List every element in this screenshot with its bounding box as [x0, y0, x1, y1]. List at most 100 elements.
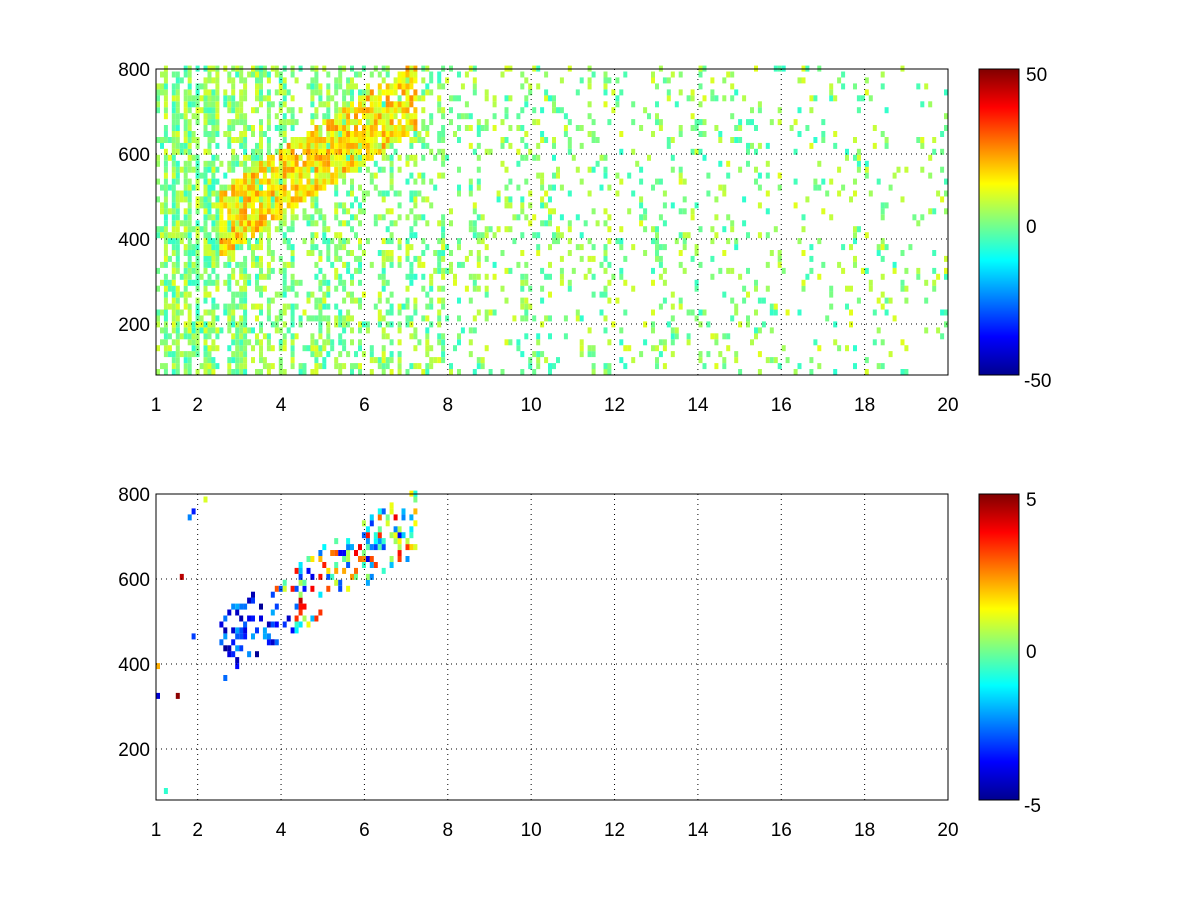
heatmap-cell: [187, 244, 192, 251]
heatmap-cell: [171, 172, 176, 179]
heatmap-cell: [413, 520, 418, 527]
heatmap-cell: [239, 142, 244, 149]
heatmap-cell: [405, 303, 410, 310]
heatmap-cell: [278, 327, 283, 334]
heatmap-cell: [603, 77, 608, 84]
heatmap-cell: [417, 190, 422, 197]
heatmap-cell: [342, 137, 347, 143]
heatmap-cell: [417, 131, 422, 137]
heatmap-cell: [262, 214, 267, 221]
heatmap-cell: [282, 137, 287, 143]
heatmap-cell: [476, 273, 481, 280]
heatmap-cell: [235, 226, 240, 233]
heatmap-cell: [655, 244, 659, 251]
heatmap-cell: [270, 621, 275, 628]
heatmap-cell: [385, 250, 390, 256]
heatmap-cell: [227, 321, 232, 328]
heatmap-cell: [397, 303, 402, 310]
heatmap-cell: [358, 142, 362, 149]
heatmap-cell: [160, 142, 164, 149]
heatmap-cell: [856, 148, 861, 155]
heatmap-cell: [211, 166, 216, 173]
heatmap-cell: [401, 125, 406, 131]
heatmap-cell: [587, 113, 592, 120]
heatmap-cell: [334, 214, 339, 221]
heatmap-cell: [231, 101, 236, 108]
heatmap-cell: [544, 89, 549, 96]
heatmap-cell: [171, 339, 176, 346]
heatmap-cell: [746, 291, 750, 298]
heatmap-cell: [247, 71, 252, 78]
heatmap-cell: [215, 226, 220, 233]
heatmap-cell: [274, 172, 279, 179]
heatmap-cell: [338, 550, 343, 556]
heatmap-cell: [350, 131, 354, 137]
heatmap-cell: [809, 267, 814, 274]
heatmap-cell: [179, 196, 184, 203]
heatmap-cell: [571, 154, 576, 161]
heatmap-cell: [187, 202, 192, 209]
heatmap-cell: [223, 309, 228, 316]
heatmap-cell: [255, 154, 259, 161]
heatmap-cell: [381, 273, 386, 280]
heatmap-cell: [365, 131, 370, 137]
heatmap-cell: [809, 357, 814, 364]
heatmap-cell: [259, 190, 263, 197]
heatmap-cell: [441, 232, 446, 239]
heatmap-cell: [492, 309, 497, 316]
heatmap-cell: [441, 285, 446, 292]
heatmap-cell: [358, 345, 362, 352]
heatmap-cell: [286, 261, 291, 268]
heatmap-cell: [282, 131, 287, 137]
heatmap-cell: [215, 333, 220, 340]
heatmap-cell: [318, 178, 323, 185]
heatmap-cell: [876, 244, 881, 251]
heatmap-cell: [476, 131, 481, 137]
bottom-plot-frame: [155, 493, 949, 801]
heatmap-cell: [163, 125, 168, 131]
heatmap-cell: [484, 315, 489, 322]
heatmap-cell: [175, 71, 180, 78]
heatmap-cell: [361, 101, 366, 108]
heatmap-cell: [183, 267, 188, 274]
heatmap-cell: [310, 585, 315, 592]
heatmap-cell: [627, 208, 632, 215]
heatmap-cell: [504, 166, 509, 173]
heatmap-cell: [409, 101, 414, 108]
heatmap-cell: [540, 137, 545, 143]
heatmap-cell: [294, 567, 299, 574]
heatmap-cell: [559, 267, 564, 274]
heatmap-cell: [453, 345, 457, 352]
heatmap-cell: [163, 351, 168, 358]
heatmap-cell: [346, 101, 351, 108]
heatmap-cell: [334, 244, 339, 251]
heatmap-cell: [207, 363, 212, 370]
heatmap-cell: [457, 190, 461, 197]
heatmap-cell: [413, 214, 418, 221]
heatmap-cell: [365, 83, 370, 90]
heatmap-cell: [314, 303, 319, 310]
heatmap-cell: [207, 273, 212, 280]
heatmap-cell: [718, 351, 723, 358]
heatmap-cell: [381, 238, 386, 245]
heatmap-cell: [183, 303, 188, 310]
heatmap-cell: [195, 327, 200, 334]
heatmap-cell: [183, 190, 188, 197]
heatmap-cell: [354, 71, 358, 78]
heatmap-cell: [175, 89, 180, 96]
heatmap-cell: [338, 585, 343, 592]
heatmap-cell: [179, 238, 184, 245]
heatmap-cell: [864, 172, 869, 179]
heatmap-cell: [880, 339, 885, 346]
heatmap-cell: [476, 357, 481, 364]
heatmap-cell: [350, 154, 354, 161]
heatmap-cell: [338, 71, 343, 78]
heatmap-cell: [239, 291, 244, 298]
heatmap-cell: [251, 615, 255, 622]
heatmap-cell: [785, 309, 790, 316]
heatmap-cell: [904, 267, 909, 274]
heatmap-cell: [361, 113, 366, 120]
heatmap-cell: [274, 166, 279, 173]
heatmap-cell: [449, 250, 453, 256]
heatmap-cell: [429, 279, 434, 286]
